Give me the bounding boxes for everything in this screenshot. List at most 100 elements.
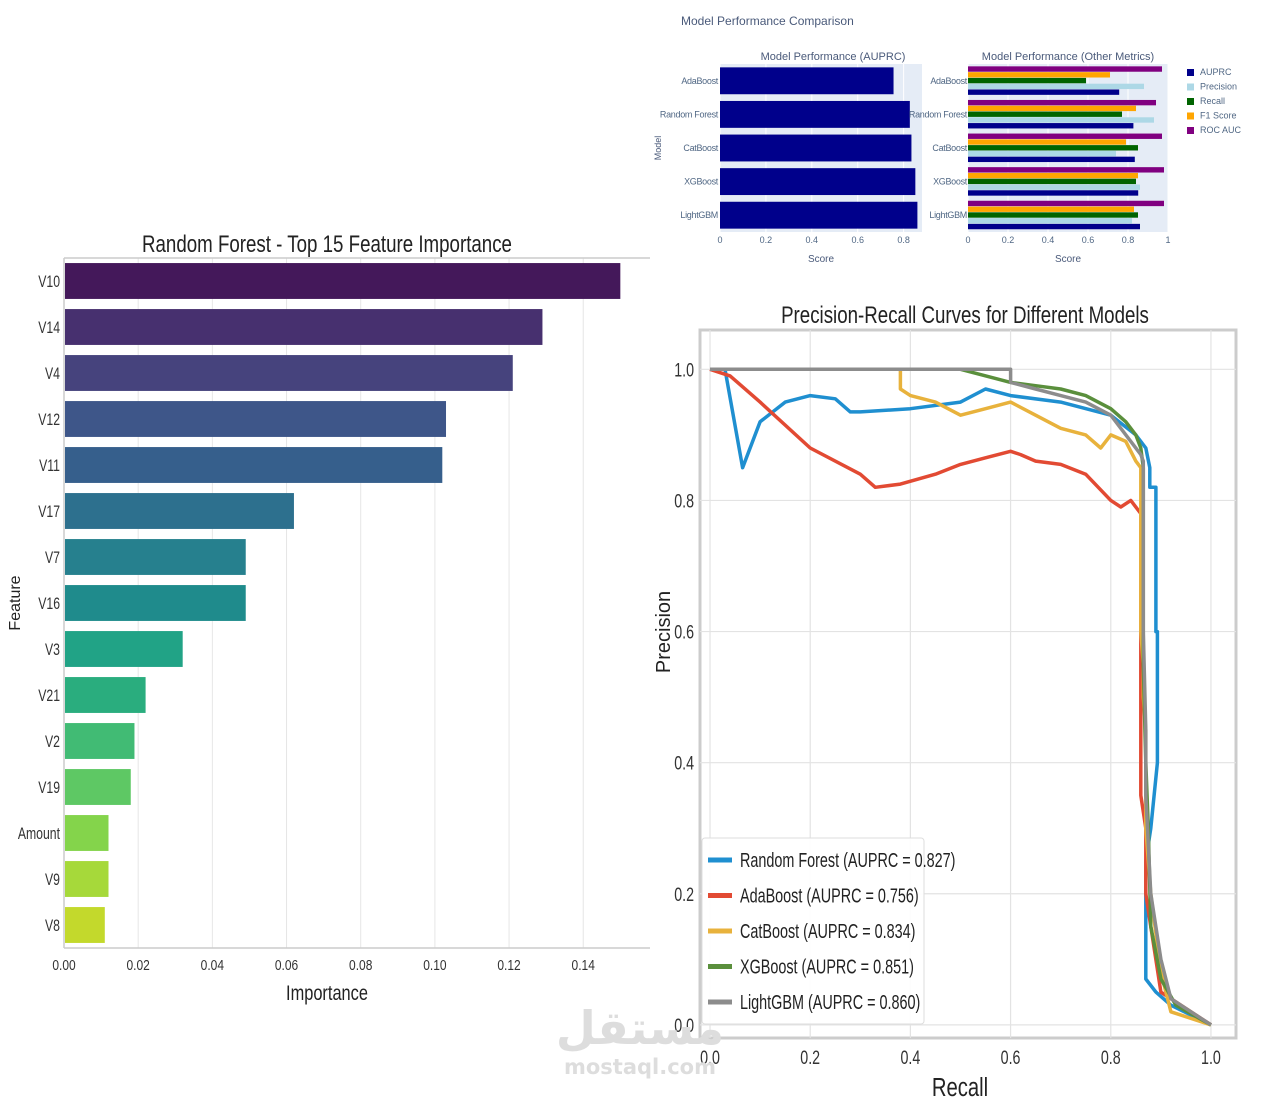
fi-bar (65, 861, 109, 897)
fi-y-tick-label: V3 (45, 641, 60, 659)
fi-y-tick-label: V4 (45, 365, 60, 383)
mp-legend-label: F1 Score (1200, 111, 1237, 121)
fi-x-tick-label: 0.00 (52, 957, 76, 974)
mp-auprc-bar (720, 100, 910, 128)
mp-metric-bar (968, 212, 1138, 218)
precision-recall-chart: 0.0 0.2 0.4 0.6 0.8 1.0 0.0 0.2 0.4 0.6 0.8 1.0 Rand… (653, 302, 1238, 1102)
fi-bar (65, 447, 443, 483)
fi-x-tick-label: 0.04 (201, 957, 225, 974)
mp-left-y-tick-label: Random Forest (660, 109, 719, 119)
mp-right-title: Model Performance (Other Metrics) (982, 51, 1154, 63)
mp-metric-bar (968, 105, 1136, 112)
mp-metric-bar (968, 77, 1086, 84)
fi-y-tick-label: V10 (38, 273, 60, 291)
mp-left-y-tick-label: AdaBoost (681, 76, 718, 86)
mp-metric-bar (968, 66, 1162, 72)
mp-auprc-bar (720, 201, 918, 229)
fi-x-tick-label: 0.14 (572, 957, 596, 974)
mp-metric-bar (968, 133, 1162, 139)
pr-x-tick-label: 0.2 (800, 1047, 820, 1068)
mp-metric-bar (968, 172, 1138, 179)
fi-bar (65, 907, 105, 943)
pr-x-axis-label: Recall (932, 1073, 988, 1102)
mp-metric-bar (968, 145, 1138, 151)
fi-y-axis-label: Feature (7, 575, 24, 630)
mp-right-x-tick-label: 0.8 (1122, 235, 1135, 245)
mp-left-y-tick-label: CatBoost (683, 143, 718, 153)
fi-y-tick-label: V21 (38, 687, 60, 705)
mp-metric-bar (968, 83, 1144, 90)
mp-right-y-tick-label: AdaBoost (930, 76, 967, 86)
mp-right-y-tick-label: CatBoost (932, 143, 967, 153)
pr-y-tick-label: 0.6 (674, 622, 694, 643)
mp-metric-bar (968, 190, 1139, 196)
fi-bar (65, 769, 131, 805)
mp-auprc-bar (720, 168, 916, 196)
mp-legend-swatch (1187, 83, 1194, 91)
fi-x-tick-label: 0.08 (349, 957, 372, 974)
fi-y-tick-label: V12 (38, 411, 60, 429)
fi-bar (65, 677, 146, 713)
mp-left-title: Model Performance (AUPRC) (761, 51, 906, 63)
mp-metric-bar (968, 139, 1126, 145)
mp-left-x-axis-label: Score (808, 254, 835, 265)
pr-title: Precision-Recall Curves for Different Mo… (781, 302, 1149, 329)
fi-y-tick-label: V8 (45, 917, 60, 935)
mp-metric-bar (968, 123, 1134, 129)
mp-metric-bar (968, 99, 1156, 106)
fi-y-tick-label: V14 (38, 319, 60, 337)
fi-y-tick-label: V2 (45, 733, 60, 751)
model-performance-comparison-chart: Model Performance Comparison 0 0.2 0.4 0.6 0.… (653, 14, 1242, 265)
mp-legend-label: Precision (1200, 82, 1237, 92)
pr-x-tick-label: 0.8 (1101, 1047, 1121, 1068)
pr-legend-label: XGBoost (AUPRC = 0.851) (740, 955, 914, 978)
mp-left-y-tick-label: LightGBM (680, 210, 718, 220)
pr-curve (710, 367, 1212, 1027)
mp-auprc-bar (720, 134, 912, 162)
mp-left-y-axis-label: Model (653, 136, 663, 161)
mp-right-y-tick-label: LightGBM (929, 210, 967, 220)
mp-metric-bar (968, 200, 1164, 207)
fi-y-tick-label: V11 (39, 457, 60, 475)
fi-bar (65, 815, 109, 851)
mp-right-x-tick-label: 0.4 (1042, 235, 1055, 245)
mp-right-y-tick-label: Random Forest (909, 109, 968, 119)
mp-right-x-axis-label: Score (1055, 254, 1082, 265)
fi-bar (65, 585, 246, 621)
mp-right-x-tick-label: 0 (965, 235, 970, 245)
fi-x-axis-label: Importance (286, 981, 368, 1004)
pr-x-tick-label: 0.0 (700, 1047, 720, 1068)
mp-legend-swatch (1187, 98, 1194, 105)
mp-metric-bar (968, 218, 1132, 224)
mp-metric-bar (968, 178, 1136, 185)
fi-bar (65, 631, 183, 667)
pr-y-tick-label: 0.2 (674, 884, 694, 905)
mp-left-y-tick-label: XGBoost (684, 177, 719, 187)
mp-legend-label: Recall (1200, 96, 1225, 106)
mp-right-x-tick-label: 1 (1165, 235, 1170, 245)
mp-metric-bar (968, 89, 1120, 95)
fi-bar (65, 309, 543, 345)
pr-legend-label: AdaBoost (AUPRC = 0.756) (740, 884, 919, 907)
pr-y-tick-label: 1.0 (674, 359, 694, 380)
pr-y-tick-label: 0.4 (674, 753, 694, 774)
mp-metric-bar (968, 167, 1164, 173)
fi-bar (65, 401, 447, 437)
mp-metric-bar (968, 184, 1140, 190)
fi-x-tick-label: 0.02 (126, 957, 149, 974)
mp-legend-swatch (1187, 127, 1194, 134)
pr-y-tick-label: 0.8 (674, 490, 694, 511)
pr-x-tick-label: 0.6 (1001, 1047, 1021, 1068)
mp-legend-label: AUPRC (1200, 67, 1232, 77)
mp-metric-bar (968, 156, 1135, 163)
mp-left-x-tick-label: 0 (717, 235, 722, 245)
fi-x-tick-label: 0.10 (423, 957, 447, 974)
mp-legend-swatch (1187, 112, 1194, 120)
fi-title: Random Forest - Top 15 Feature Importanc… (142, 231, 512, 258)
fi-y-tick-label: V9 (45, 871, 60, 889)
mp-auprc-bar (720, 67, 894, 95)
pr-y-tick-label: 0.0 (674, 1015, 694, 1036)
pr-legend-label: Random Forest (AUPRC = 0.827) (740, 849, 955, 872)
mp-right-y-tick-label: XGBoost (933, 177, 968, 187)
mp-metric-bar (968, 223, 1140, 230)
